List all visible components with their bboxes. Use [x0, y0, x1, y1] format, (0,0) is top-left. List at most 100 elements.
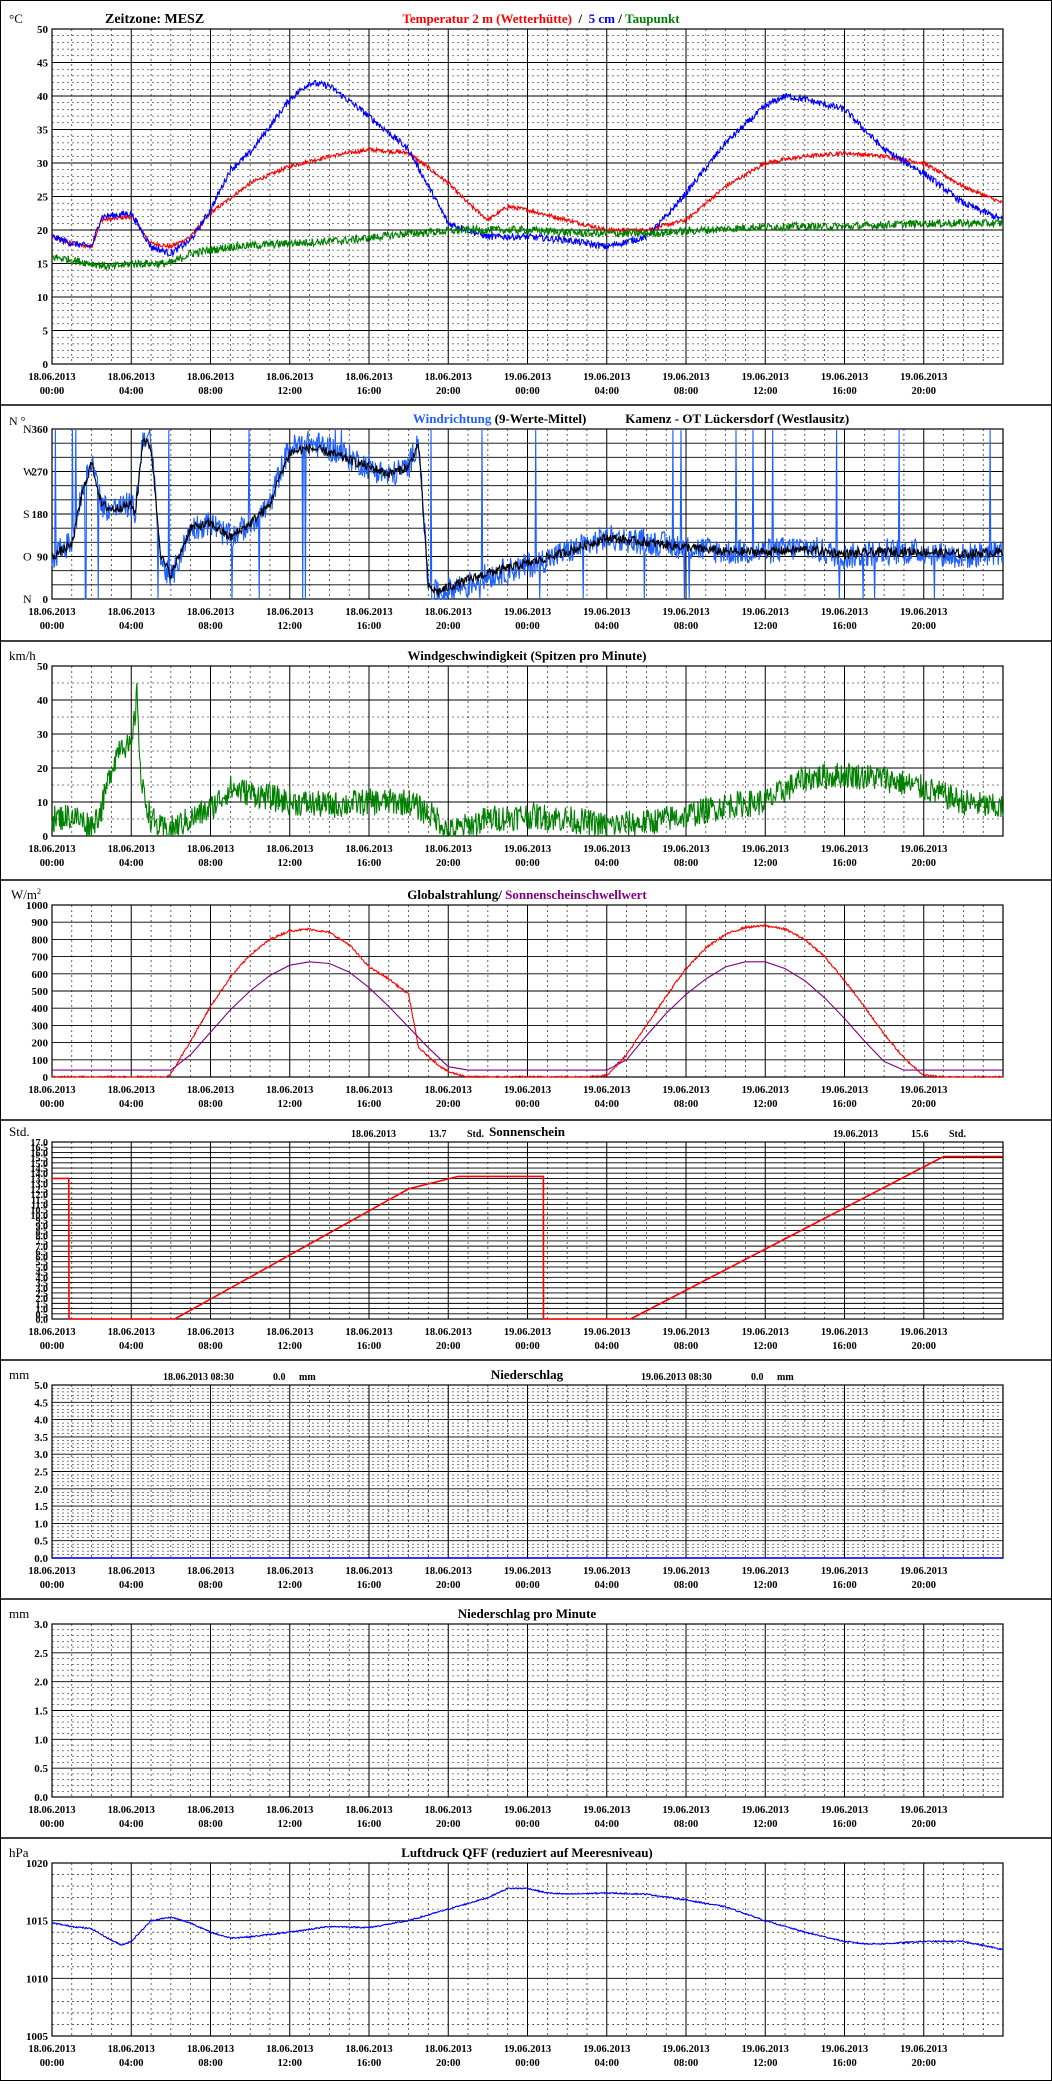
x-tick-date: 19.06.2013 — [583, 1085, 630, 1096]
x-tick-time: 08:00 — [674, 1099, 699, 1110]
y-tick-label: 1.5 — [34, 1706, 48, 1718]
x-tick-time: 20:00 — [912, 1099, 937, 1110]
x-tick-date: 19.06.2013 — [504, 2044, 551, 2055]
y-tick-label: 4.5 — [34, 1397, 48, 1409]
x-tick-time: 16:00 — [832, 386, 857, 397]
x-tick-time: 12:00 — [753, 2058, 778, 2069]
y-tick-label: 2.5 — [36, 1289, 49, 1300]
x-tick-time: 08:00 — [198, 386, 223, 397]
x-tick-date: 18.06.2013 — [345, 2044, 392, 2055]
x-tick-date: 19.06.2013 — [821, 372, 868, 383]
x-tick-time: 16:00 — [832, 2058, 857, 2069]
x-tick-time: 16:00 — [357, 621, 382, 632]
x-tick-date: 18.06.2013 — [108, 2044, 155, 2055]
x-tick-date: 18.06.2013 — [345, 1566, 392, 1577]
x-tick-date: 18.06.2013 — [108, 1327, 155, 1338]
y-tick-label: 2.0 — [34, 1677, 48, 1689]
x-tick-time: 00:00 — [40, 2058, 65, 2069]
total-value: 13.7 — [429, 1129, 447, 1140]
x-tick-time: 00:00 — [515, 386, 540, 397]
plot-frame — [51, 428, 1004, 600]
x-tick-date: 19.06.2013 — [504, 1566, 551, 1577]
y-tick-label: 3.5 — [36, 1279, 49, 1290]
x-tick-date: 19.06.2013 — [583, 1805, 630, 1816]
series-line — [52, 961, 1003, 1071]
x-tick-date: 19.06.2013 — [900, 1566, 947, 1577]
x-tick-time: 20:00 — [436, 1819, 461, 1830]
x-tick-date: 18.06.2013 — [345, 1085, 392, 1096]
chart-title: Globalstrahlung/ Sonnenscheinschwellwert — [407, 887, 647, 902]
x-tick-time: 00:00 — [515, 1580, 540, 1591]
x-tick-date: 19.06.2013 — [504, 1805, 551, 1816]
x-tick-time: 08:00 — [198, 1341, 223, 1352]
x-tick-time: 04:00 — [595, 1819, 620, 1830]
y-tick-label: 2.0 — [34, 1484, 48, 1496]
x-tick-time: 08:00 — [674, 1341, 699, 1352]
plot-frame — [51, 1141, 1004, 1320]
y-tick-label: 13.0 — [31, 1180, 49, 1191]
y-axis-direction-label: W — [23, 465, 35, 479]
x-tick-date: 18.06.2013 — [108, 844, 155, 855]
x-tick-time: 16:00 — [357, 1341, 382, 1352]
x-tick-time: 20:00 — [436, 2058, 461, 2069]
y-tick-label: 0.0 — [34, 1553, 48, 1565]
x-tick-date: 18.06.2013 — [345, 1805, 392, 1816]
x-tick-time: 12:00 — [278, 1099, 303, 1110]
x-tick-time: 20:00 — [436, 858, 461, 869]
x-tick-date: 18.06.2013 — [28, 607, 75, 618]
x-tick-time: 16:00 — [357, 1819, 382, 1830]
x-tick-time: 08:00 — [198, 1819, 223, 1830]
x-tick-date: 18.06.2013 — [108, 607, 155, 618]
x-tick-date: 19.06.2013 — [821, 1566, 868, 1577]
x-tick-time: 00:00 — [40, 1099, 65, 1110]
x-tick-date: 18.06.2013 — [187, 1566, 234, 1577]
total-unit: Std. — [467, 1129, 484, 1140]
y-tick-label: 3.0 — [34, 1449, 48, 1461]
x-tick-date: 19.06.2013 — [742, 372, 789, 383]
x-tick-time: 20:00 — [912, 1341, 937, 1352]
y-tick-label: 30 — [37, 158, 49, 170]
x-tick-time: 12:00 — [753, 621, 778, 632]
x-tick-time: 00:00 — [40, 858, 65, 869]
x-tick-time: 04:00 — [119, 1341, 144, 1352]
y-tick-label: 5 — [43, 326, 49, 338]
y-axis-direction-label: O — [23, 550, 32, 564]
series-line — [51, 1887, 1004, 1951]
y-tick-label: 200 — [32, 1038, 49, 1050]
chart-title: Sonnenschein — [489, 1124, 566, 1139]
x-tick-date: 18.06.2013 — [266, 607, 313, 618]
x-tick-date: 18.06.2013 — [187, 607, 234, 618]
x-tick-date: 18.06.2013 — [266, 1566, 313, 1577]
x-tick-date: 18.06.2013 — [28, 1327, 75, 1338]
x-tick-time: 04:00 — [119, 1819, 144, 1830]
y-tick-label: 30 — [37, 729, 49, 741]
x-tick-date: 18.06.2013 — [28, 372, 75, 383]
x-tick-date: 19.06.2013 — [742, 1566, 789, 1577]
x-tick-date: 19.06.2013 — [662, 844, 709, 855]
series-line — [52, 1155, 1003, 1320]
x-tick-time: 04:00 — [119, 2058, 144, 2069]
x-tick-time: 04:00 — [595, 1099, 620, 1110]
x-tick-date: 19.06.2013 — [821, 607, 868, 618]
x-tick-date: 18.06.2013 — [425, 1566, 472, 1577]
x-tick-time: 20:00 — [436, 1341, 461, 1352]
chart-title: Temperatur 2 m (Wetterhütte) / 5 cm / Ta… — [402, 11, 680, 26]
x-tick-date: 18.06.2013 — [425, 2044, 472, 2055]
x-tick-date: 18.06.2013 — [28, 2044, 75, 2055]
y-tick-label: 500 — [32, 986, 49, 998]
x-tick-date: 19.06.2013 — [900, 607, 947, 618]
x-tick-date: 18.06.2013 — [108, 1566, 155, 1577]
y-tick-label: 3.5 — [34, 1432, 48, 1444]
total-unit: Std. — [949, 1129, 966, 1140]
y-tick-label: 5.5 — [36, 1258, 49, 1269]
chart-title: Windrichtung (9-Werte-Mittel) Kamenz - O… — [413, 411, 849, 426]
y-tick-label: 2.5 — [34, 1648, 48, 1660]
x-tick-time: 20:00 — [436, 386, 461, 397]
chart-title: Windgeschwindigkeit (Spitzen pro Minute) — [408, 648, 647, 663]
unit-label: mm — [9, 1367, 29, 1382]
x-tick-time: 12:00 — [278, 386, 303, 397]
x-tick-time: 00:00 — [515, 1099, 540, 1110]
x-tick-time: 08:00 — [674, 621, 699, 632]
